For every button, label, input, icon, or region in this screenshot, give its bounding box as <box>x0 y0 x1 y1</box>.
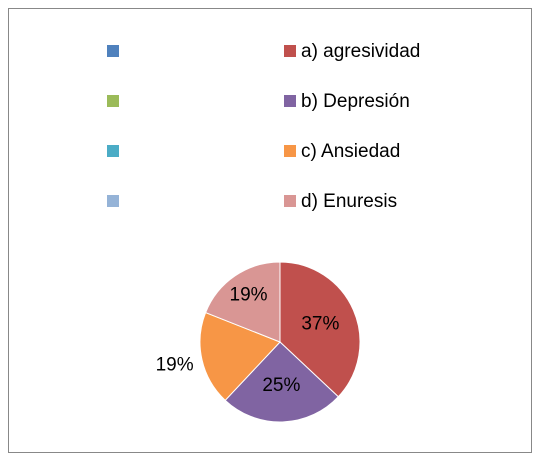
legend-label: d) Enuresis <box>301 191 397 212</box>
legend-label: b) Depresión <box>301 91 410 112</box>
legend-swatch <box>284 195 296 207</box>
data-label: 37% <box>301 314 339 335</box>
legend-label: a) agresividad <box>301 41 420 62</box>
legend-swatch <box>107 95 119 107</box>
data-label: 19% <box>156 355 194 376</box>
pie-slice <box>204 261 281 343</box>
legend-swatch <box>107 45 119 57</box>
legend-swatch <box>284 145 296 157</box>
legend-label: c) Ansiedad <box>301 141 400 162</box>
data-label: 25% <box>262 375 300 396</box>
pie-slice <box>279 261 361 398</box>
legend-swatch <box>284 95 296 107</box>
legend-swatch <box>284 45 296 57</box>
legend-swatch <box>107 145 119 157</box>
data-label: 19% <box>230 285 268 306</box>
pie-slice <box>224 341 340 423</box>
legend-swatch <box>107 195 119 207</box>
